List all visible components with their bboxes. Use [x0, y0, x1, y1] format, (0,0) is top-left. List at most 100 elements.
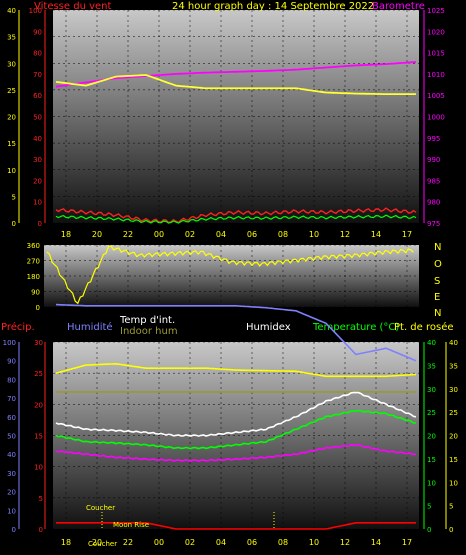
- bottom-y-right-tick: 40: [427, 339, 436, 347]
- bottom-y-left-tick: 5: [39, 495, 43, 503]
- bottom-y-left-tick: 30: [34, 339, 43, 347]
- top-x-tick: 00: [154, 230, 164, 239]
- top-x-tick: 06: [247, 230, 257, 239]
- bottom-y-right2-tick: 5: [449, 503, 453, 511]
- bottom-y-right2-tick: 15: [449, 456, 458, 464]
- top-y-left2-tick: 20: [33, 177, 42, 185]
- bottom-x-tick: 06: [247, 538, 257, 547]
- top-y-left2-tick: 10: [33, 199, 42, 207]
- bottom-y-right2-tick: 35: [449, 362, 458, 370]
- humidex-label: Humidex: [246, 322, 291, 333]
- bottom-y-right-tick: 0: [427, 526, 431, 534]
- bottom-y-left-tick: 25: [34, 370, 43, 378]
- bottom-y-precip-tick: 20: [7, 489, 16, 497]
- bottom-y-precip-tick: 10: [7, 507, 16, 515]
- bottom-y-precip-tick: 90: [7, 358, 16, 366]
- top-x-tick: 17: [402, 230, 412, 239]
- bottom-axes: 18 20 22 00 02 04 06 08 10 12 14 170510152025300102…: [3, 339, 458, 547]
- top-y-left2-tick: 100: [29, 7, 42, 15]
- top-y-left2-tick: 50: [33, 114, 42, 122]
- indoor-hum-label: Indoor hum: [120, 326, 178, 337]
- dewpoint-label: Pt. de rosée: [394, 321, 454, 333]
- series-humidity: [55, 303, 417, 362]
- bottom-y-right2-tick: 40: [449, 339, 458, 347]
- top-y-left2-tick: 70: [33, 71, 42, 79]
- top-y-right-tick: 975: [427, 220, 440, 228]
- dir-y-tick: 360: [27, 242, 40, 250]
- series-top-temperature: [55, 74, 416, 95]
- top-y-right-tick: 980: [427, 199, 440, 207]
- bottom-y-left-tick: 20: [34, 401, 43, 409]
- dir-series: [46, 245, 414, 305]
- bottom-y-left-tick: 15: [34, 433, 43, 441]
- top-y-left-tick: 35: [7, 34, 16, 42]
- top-y-left-tick: 10: [7, 167, 16, 175]
- bottom-y-right-tick: 5: [427, 503, 431, 511]
- dir-y-tick: 0: [36, 304, 40, 312]
- dir-letter-n2: N: [434, 308, 441, 319]
- top-y-left-tick: 15: [7, 140, 16, 148]
- series-dewpoint: [55, 443, 417, 462]
- top-axes: 18 20 22 00 02 04 06 08 10 12 14 170510152025303540…: [7, 7, 445, 239]
- top-y-right-tick: 1005: [427, 92, 445, 100]
- bottom-y-left-tick: 10: [34, 464, 43, 472]
- top-x-tick: 04: [216, 230, 226, 239]
- bottom-x-tick: 04: [216, 538, 226, 547]
- top-y-left-tick: 25: [7, 87, 16, 95]
- bottom-y-left-tick: 0: [39, 526, 43, 534]
- graph-title: 24 hour graph day : 14 Septembre 2022: [172, 1, 374, 12]
- top-x-tick: 18: [61, 230, 71, 239]
- top-panel: 18 20 22 00 02 04 06 08 10 12 14 170510152025303540…: [7, 1, 445, 239]
- bottom-y-precip-tick: 70: [7, 395, 16, 403]
- top-x-tick: 12: [340, 230, 350, 239]
- bottom-y-right-tick: 20: [427, 433, 436, 441]
- top-y-right-tick: 985: [427, 177, 440, 185]
- dir-letter-n: N: [434, 242, 441, 253]
- bottom-x-tick: 12: [340, 538, 350, 547]
- bottom-panel: Précip. Humidité Temp d'int. Indoor hum …: [1, 303, 458, 548]
- series-precip: [56, 522, 416, 530]
- bottom-x-tick: 10: [309, 538, 319, 547]
- bottom-x-tick: 00: [154, 538, 164, 547]
- top-y-right-tick: 1015: [427, 50, 445, 58]
- dir-y-tick: 180: [27, 273, 40, 281]
- series-temp-int: [55, 362, 417, 378]
- series-wind-speed: [55, 207, 417, 224]
- bottom-series: [55, 303, 417, 530]
- bottom-y-right2-tick: 0: [449, 526, 453, 534]
- direction-panel: 0 90 180 270 360 N O S E N: [27, 242, 442, 319]
- top-y-right-tick: 1025: [427, 7, 445, 15]
- top-x-tick: 08: [278, 230, 288, 239]
- baro-label: Barometre: [372, 1, 425, 12]
- sunset-label-axis: Coucher: [88, 540, 117, 548]
- wind-label: Vitesse du vent: [34, 1, 111, 12]
- top-y-left2-tick: 60: [33, 92, 42, 100]
- bottom-y-right2-tick: 30: [449, 386, 458, 394]
- bottom-y-precip-tick: 30: [7, 470, 16, 478]
- bottom-y-right-tick: 25: [427, 409, 436, 417]
- bottom-y-right-tick: 35: [427, 362, 436, 370]
- top-x-tick: 10: [309, 230, 319, 239]
- bottom-x-tick: 22: [123, 538, 133, 547]
- dir-y-tick: 270: [27, 258, 40, 266]
- series-temperature: [55, 409, 417, 450]
- top-y-right-tick: 990: [427, 156, 440, 164]
- bottom-x-tick: 02: [185, 538, 195, 547]
- top-y-right-tick: 995: [427, 135, 440, 143]
- top-x-tick: 02: [185, 230, 195, 239]
- bottom-y-precip-tick: 50: [7, 433, 16, 441]
- top-grid: [53, 9, 419, 224]
- top-y-left2-tick: 40: [33, 135, 42, 143]
- bottom-y-precip-tick: 0: [12, 526, 16, 534]
- top-x-tick: 14: [371, 230, 381, 239]
- top-y-left2-tick: 80: [33, 50, 42, 58]
- bottom-y-precip-tick: 100: [3, 339, 16, 347]
- dir-letter-s: S: [434, 276, 440, 287]
- top-y-left2-tick: 30: [33, 156, 42, 164]
- bottom-x-tick: 14: [371, 538, 381, 547]
- top-y-left-tick: 0: [12, 220, 16, 228]
- bottom-x-tick: 17: [402, 538, 412, 547]
- top-y-left-tick: 20: [7, 114, 16, 122]
- sunset-label: Coucher: [86, 504, 115, 512]
